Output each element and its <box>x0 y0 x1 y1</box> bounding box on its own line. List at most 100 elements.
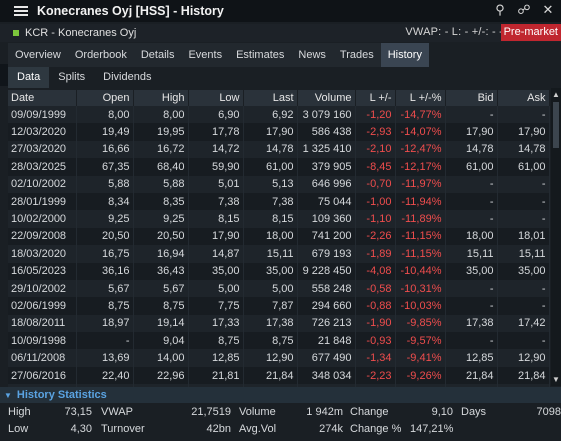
left-edge <box>0 64 8 86</box>
subtab-data[interactable]: Data <box>8 67 50 88</box>
vertical-scrollbar[interactable]: ▲ ▼ <box>551 88 561 386</box>
tab-history[interactable]: History <box>380 43 429 67</box>
table-row[interactable]: 10/02/2000 9,25 9,25 8,15 8,15 109 360 -1,10 -1… <box>8 210 550 228</box>
table-row[interactable]: 16/05/2023 36,16 36,43 35,00 35,00 9 228 450-… <box>8 262 550 280</box>
col-header-date[interactable]: Date <box>8 90 77 106</box>
table-cell: 7,87 <box>243 297 298 315</box>
table-cell: 14,78 <box>497 140 550 159</box>
col-header-ask[interactable]: Ask <box>497 90 550 106</box>
hamburger-icon[interactable] <box>14 6 28 16</box>
table-cell: 75 044 <box>297 192 356 211</box>
table-cell: -1,10 <box>355 210 396 228</box>
tab-estimates[interactable]: Estimates <box>236 49 285 61</box>
table-cell: -12,47% <box>395 140 446 159</box>
table-cell: 20,50 <box>133 227 189 246</box>
table-header-row: Date Open High Low Last Volume L +/- L +… <box>8 90 550 106</box>
table-cell: -10,31% <box>395 279 446 298</box>
tab-trades[interactable]: Trades <box>339 49 374 61</box>
link-icon[interactable]: ☍ <box>517 2 531 17</box>
table-row[interactable]: 29/10/2002 5,67 5,67 5,00 5,00 558 248 -0,58 -1… <box>8 279 550 298</box>
table-cell: 16/05/2023 <box>8 262 77 280</box>
table-cell: - <box>445 332 498 350</box>
col-header-last[interactable]: Last <box>243 90 298 106</box>
table-cell: -2,10 <box>355 140 396 159</box>
table-row[interactable]: 27/03/2020 16,66 16,72 14,72 14,78 1 325 410-… <box>8 140 550 159</box>
scroll-thumb[interactable] <box>553 102 559 148</box>
table-cell: 35,00 <box>497 262 550 280</box>
table-cell: 8,15 <box>188 210 244 228</box>
table-cell: 6,90 <box>188 106 244 124</box>
subtab-splits[interactable]: Splits <box>58 71 86 83</box>
table-cell: -11,15% <box>395 245 446 263</box>
history-table: Date Open High Low Last Volume L +/- L +… <box>8 90 550 402</box>
col-header-low[interactable]: Low <box>188 90 244 106</box>
table-row[interactable]: 02/10/2002 5,88 5,88 5,01 5,13 646 996 -0,70 -1… <box>8 175 550 193</box>
table-cell: - <box>445 192 498 211</box>
subtab-dividends[interactable]: Dividends <box>103 71 152 83</box>
col-header-change[interactable]: L +/- <box>355 90 396 106</box>
table-cell: 17,90 <box>188 227 244 246</box>
table-cell: 586 438 <box>297 123 356 141</box>
table-cell: - <box>497 175 550 193</box>
table-row[interactable]: 06/11/2008 13,69 14,00 12,85 12,90 677 490 -1,… <box>8 349 550 367</box>
stats-row-2: Low 4,30 Turnover 42bn Avg.Vol 274k Chan… <box>0 421 561 438</box>
col-header-volume[interactable]: Volume <box>297 90 356 106</box>
table-cell: 17,90 <box>445 123 498 141</box>
table-cell: 679 193 <box>297 245 356 263</box>
table-cell: 8,15 <box>243 210 298 228</box>
table-cell: 59,90 <box>188 158 244 176</box>
table-row[interactable]: 09/09/1999 8,00 8,00 6,90 6,92 3 079 160 -1,20… <box>8 106 550 124</box>
table-cell: 61,00 <box>243 158 298 176</box>
scroll-down-icon[interactable]: ▼ <box>552 375 560 384</box>
table-cell: 21 848 <box>297 332 356 350</box>
collapse-icon[interactable]: ▼ <box>4 390 12 400</box>
table-cell: -2,23 <box>355 366 396 385</box>
table-cell: -9,85% <box>395 314 446 333</box>
table-row[interactable]: 12/03/2020 19,49 19,95 17,78 17,90 586 438 -2,… <box>8 123 550 141</box>
stat-low-label: Low <box>8 423 29 435</box>
table-cell: - <box>445 279 498 298</box>
instrument-name[interactable]: KCR - Konecranes Oyj <box>25 27 137 39</box>
pin-icon[interactable]: ⚲ <box>495 2 505 17</box>
table-cell: 7,75 <box>188 297 244 315</box>
col-header-open[interactable]: Open <box>76 90 134 106</box>
table-cell: 18,00 <box>445 227 498 246</box>
tab-details[interactable]: Details <box>140 49 175 61</box>
table-cell: 8,75 <box>133 297 189 315</box>
table-row[interactable]: 22/09/2008 20,50 20,50 17,90 18,00 741 200 -2,… <box>8 227 550 246</box>
tab-orderbook[interactable]: Orderbook <box>74 49 127 61</box>
tab-events[interactable]: Events <box>188 49 223 61</box>
col-header-high[interactable]: High <box>133 90 189 106</box>
table-cell: -2,93 <box>355 123 396 141</box>
table-row[interactable]: 28/03/2025 67,35 68,40 59,90 61,00 379 905 -8,… <box>8 158 550 176</box>
table-cell: 18,97 <box>76 314 134 333</box>
table-cell: 16,94 <box>133 245 189 263</box>
table-cell: 21,84 <box>445 366 498 385</box>
tab-overview[interactable]: Overview <box>15 49 61 61</box>
tab-news[interactable]: News <box>298 49 326 61</box>
stat-days-label: Days <box>461 406 487 418</box>
table-cell: 67,35 <box>76 158 134 176</box>
table-cell: 15,11 <box>445 245 498 263</box>
table-cell: 17,38 <box>243 314 298 333</box>
table-cell: - <box>497 106 550 124</box>
col-header-bid[interactable]: Bid <box>445 90 498 106</box>
table-cell: -12,17% <box>395 158 446 176</box>
table-row[interactable]: 28/01/1999 8,34 8,35 7,38 7,38 75 044 -1,00 -11… <box>8 192 550 211</box>
table-cell: -0,88 <box>355 297 396 315</box>
vwap-summary: VWAP: - L: - +/-: - - <box>405 26 503 38</box>
table-cell: 1 325 410 <box>297 140 356 159</box>
table-row[interactable]: 18/08/2011 18,97 19,14 17,33 17,38 726 213 -1,… <box>8 314 550 333</box>
table-row[interactable]: 02/06/1999 8,75 8,75 7,75 7,87 294 660 -0,88 -1… <box>8 297 550 315</box>
table-cell: 61,00 <box>445 158 498 176</box>
table-cell: -11,97% <box>395 175 446 193</box>
col-header-change-pct[interactable]: L +/-% <box>395 90 446 106</box>
table-row[interactable]: 18/03/2020 16,75 16,94 14,87 15,11 679 193 -1,… <box>8 245 550 263</box>
scroll-up-icon[interactable]: ▲ <box>552 90 560 99</box>
table-cell: 14,87 <box>188 245 244 263</box>
stats-header[interactable]: ▼ History Statistics <box>0 387 561 403</box>
table-row[interactable]: 10/09/1998-9,04 8,75 8,75 21 848 -0,93 -9,57%… <box>8 332 550 350</box>
table-cell: 5,67 <box>76 279 134 298</box>
close-icon[interactable]: ✕ <box>542 2 554 17</box>
table-row[interactable]: 27/06/2016 22,40 22,96 21,81 21,84 348 034 -2,… <box>8 366 550 385</box>
